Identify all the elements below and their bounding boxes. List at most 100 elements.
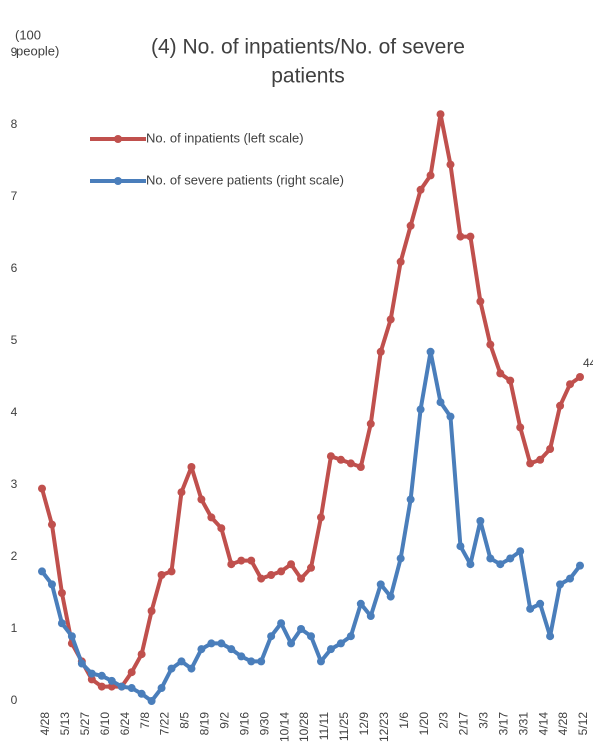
x-tick-label: 12/23 <box>377 712 391 742</box>
data-point <box>536 455 545 464</box>
y-tick-label: 7 <box>11 189 18 203</box>
chart-title: patients <box>271 65 345 88</box>
y-tick-label: 1 <box>11 621 18 635</box>
data-point <box>426 347 435 356</box>
data-point <box>77 659 86 668</box>
data-point <box>47 580 56 589</box>
data-point <box>466 560 475 569</box>
x-tick-label: 10/14 <box>277 712 291 742</box>
data-point <box>277 619 286 628</box>
x-tick-label: 11/11 <box>317 712 331 741</box>
data-point <box>446 412 455 421</box>
data-point <box>237 652 246 661</box>
data-point <box>247 657 256 666</box>
data-point <box>556 580 565 589</box>
x-tick-label: 11/25 <box>337 712 351 741</box>
data-point <box>137 650 146 659</box>
data-point <box>187 664 196 673</box>
legend-label: No. of severe patients (right scale) <box>146 172 344 187</box>
series-line <box>40 112 582 689</box>
data-point <box>456 542 465 551</box>
data-point <box>177 488 186 497</box>
data-point <box>297 625 306 633</box>
data-point <box>197 495 206 504</box>
data-point <box>97 671 106 680</box>
data-point <box>556 401 565 410</box>
data-point <box>67 632 76 641</box>
data-point <box>217 639 226 648</box>
data-point <box>38 567 46 576</box>
x-tick-label: 7/8 <box>138 712 152 729</box>
x-tick-label: 6/24 <box>118 712 132 736</box>
data-point <box>376 580 385 589</box>
chart-title: (4) No. of inpatients/No. of severe <box>151 36 465 59</box>
data-point <box>267 632 276 641</box>
x-tick-label: 3/17 <box>496 712 510 736</box>
data-point <box>257 657 266 666</box>
data-point <box>506 376 515 385</box>
data-point <box>436 110 445 119</box>
x-tick-label: 4/28 <box>556 712 570 736</box>
data-point <box>346 632 355 641</box>
data-point <box>336 455 345 464</box>
data-point <box>486 340 495 349</box>
data-point <box>127 684 136 693</box>
data-point <box>87 675 96 684</box>
data-point <box>536 599 545 608</box>
data-point <box>167 664 176 673</box>
data-point <box>207 639 216 648</box>
data-point <box>356 599 365 608</box>
data-point <box>137 689 146 698</box>
data-point <box>386 592 395 601</box>
data-point <box>277 567 286 576</box>
data-point <box>396 554 405 563</box>
data-point <box>476 517 485 525</box>
x-tick-label: 5/27 <box>78 712 92 736</box>
y-axis-label: (100 <box>15 27 41 42</box>
x-tick-label: 5/13 <box>58 712 72 736</box>
data-point <box>546 445 555 453</box>
x-tick-label: 2/3 <box>437 712 451 729</box>
x-tick-label: 9/2 <box>218 712 232 729</box>
y-axis-label: people) <box>16 43 59 58</box>
data-point <box>366 612 375 621</box>
legend-marker <box>114 135 122 143</box>
data-point <box>307 632 315 641</box>
data-point <box>147 607 156 615</box>
data-point <box>506 554 515 563</box>
series-line <box>40 349 582 703</box>
data-point <box>167 567 176 576</box>
data-point <box>436 398 445 407</box>
data-point <box>446 160 455 169</box>
data-point <box>287 560 296 569</box>
data-point <box>326 645 335 654</box>
x-tick-label: 1/6 <box>397 712 411 729</box>
data-point <box>456 232 465 241</box>
data-point <box>366 419 375 428</box>
x-tick-label: 8/5 <box>178 712 192 729</box>
data-point <box>187 463 196 471</box>
data-point <box>47 520 56 529</box>
x-tick-label: 8/19 <box>198 712 212 736</box>
y-tick-label: 5 <box>11 333 18 347</box>
data-point <box>107 676 116 685</box>
data-point <box>566 574 575 583</box>
data-point <box>526 459 535 468</box>
y-tick-label: 9 <box>11 45 18 59</box>
x-tick-label: 7/22 <box>158 712 172 736</box>
data-point <box>416 185 425 194</box>
y-tick-label: 3 <box>11 477 18 491</box>
x-tick-label: 4/14 <box>536 712 550 736</box>
data-point <box>516 423 525 432</box>
data-point <box>297 574 306 583</box>
data-point <box>307 563 315 572</box>
data-point <box>97 682 106 691</box>
data-point <box>237 556 246 565</box>
data-point <box>576 561 584 570</box>
data-point <box>496 560 505 569</box>
data-point <box>326 452 335 461</box>
legend-marker <box>114 177 122 185</box>
data-point <box>157 571 166 579</box>
data-point <box>566 380 575 389</box>
data-point <box>227 560 236 569</box>
